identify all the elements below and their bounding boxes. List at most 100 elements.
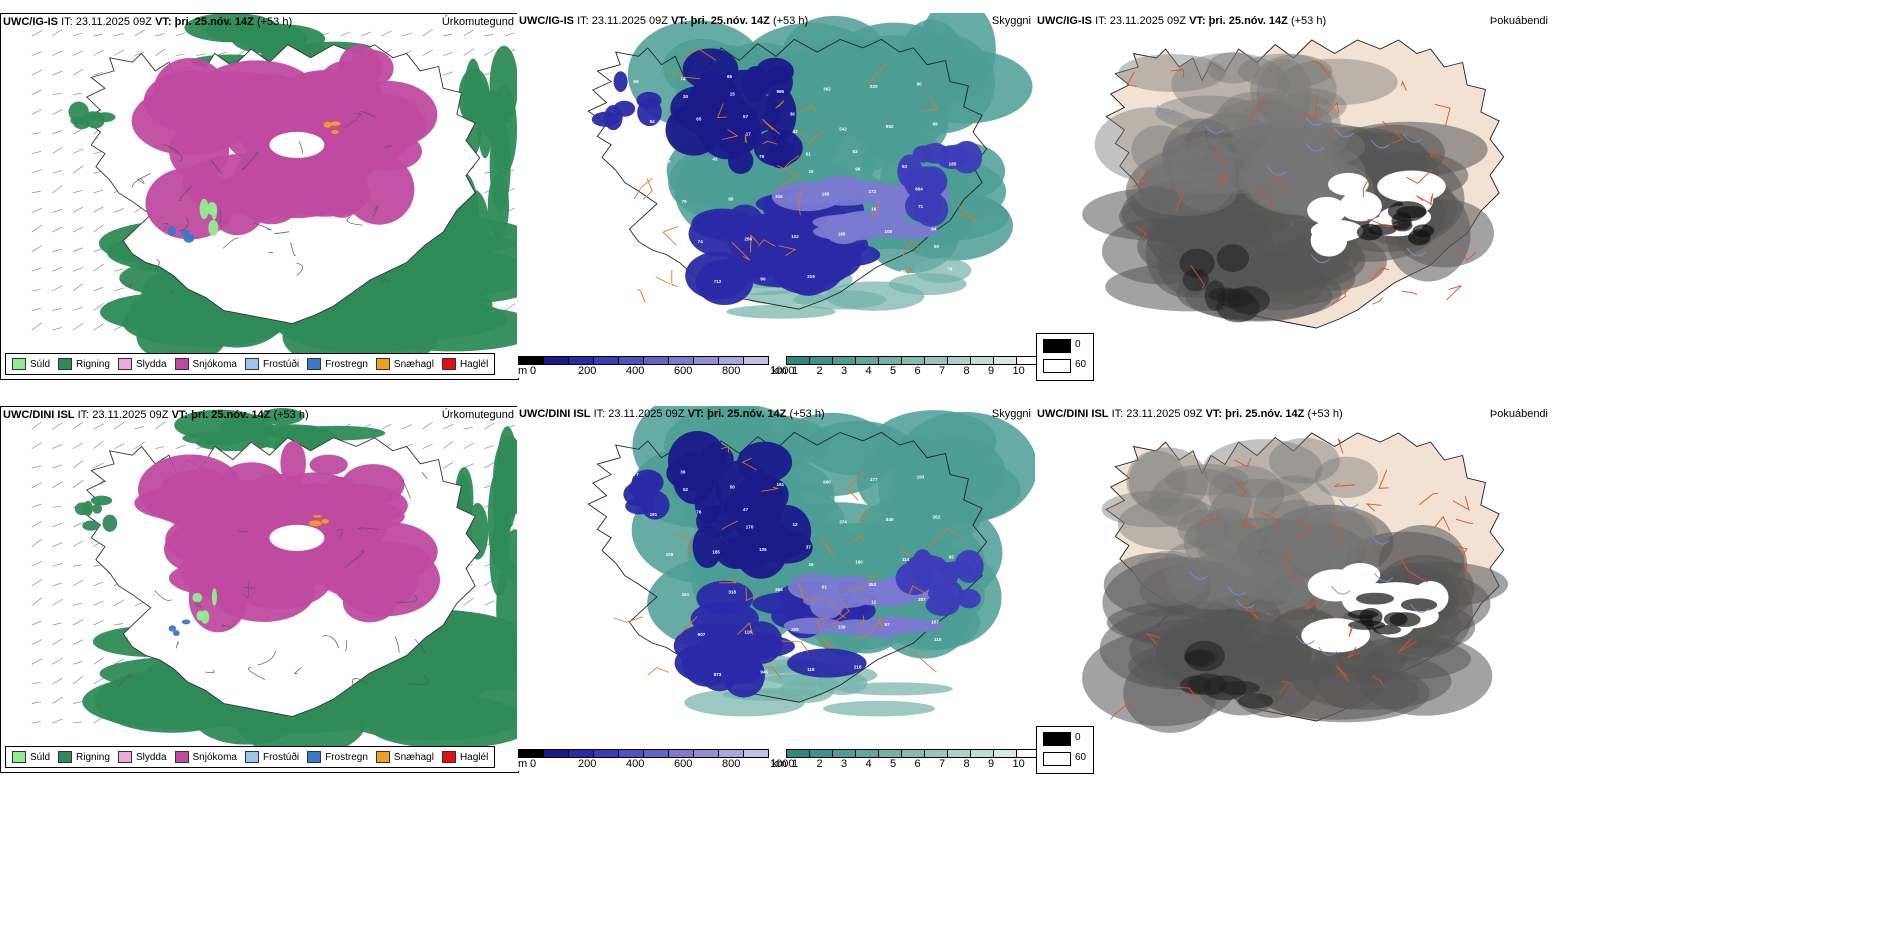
- colorbar-step: [971, 750, 994, 757]
- cloud-base-label: 190: [855, 560, 863, 565]
- cloud-base-label: 77: [634, 472, 640, 477]
- cloud-base-label: 362: [823, 87, 831, 92]
- colorbar-tick: 6: [914, 365, 921, 377]
- colorbars: m 0 200 400 600 800 1000 km 1 2 3 4 5 6 7 8 9 10: [518, 749, 1040, 773]
- cloud-base-label: 84: [650, 119, 656, 124]
- legend-item: Slydda: [117, 751, 167, 763]
- field-name: Skyggni: [991, 15, 1031, 27]
- colorbar-tick: 6: [914, 758, 921, 770]
- cloud-base-label: 76: [947, 267, 953, 272]
- vt-label: VT:: [171, 409, 189, 421]
- fog-map-row0: UWC/IG-IS IT: 23.11.2025 09Z VT: þri. 25…: [1035, 13, 1552, 378]
- map-canvas: [1082, 39, 1505, 329]
- fog-legend-swatch: [1043, 752, 1071, 766]
- cloud-base-label: 82: [664, 264, 670, 269]
- colorbar-tick: 0: [530, 758, 537, 770]
- init-time: 23.11.2025 09Z: [92, 409, 169, 421]
- cloud-base-label: 39: [680, 469, 686, 474]
- it-label: IT:: [577, 15, 589, 27]
- colorbar-tick: 800: [722, 365, 741, 377]
- field-name: Þokuábendi: [1489, 408, 1548, 420]
- lead-time: (+53 h): [772, 15, 809, 27]
- cloud-base-label: 15: [730, 92, 736, 97]
- valid-time: þri. 25.nóv. 14Z: [690, 15, 770, 27]
- cloud-base-label: 172: [869, 189, 877, 194]
- legend-label: Haglél: [459, 751, 489, 763]
- cloud-base-label: 16: [809, 562, 815, 567]
- cloud-base-label: 73: [620, 57, 626, 62]
- fog-legend-swatch: [1043, 359, 1071, 373]
- colorbar-tick: 4: [865, 758, 872, 770]
- cloud-base-label: 110: [934, 637, 942, 642]
- cloud-base-label: 43: [712, 157, 718, 162]
- map-canvas: [1082, 432, 1509, 733]
- cloud-base-label: 945: [760, 670, 768, 675]
- legend-item: Frostregn: [307, 751, 368, 763]
- colorbar-step: [925, 750, 948, 757]
- colorbar-step: [569, 750, 594, 757]
- fog-index-legend: 0 60: [1036, 726, 1094, 774]
- init-time: 23.11.2025 09Z: [608, 408, 685, 420]
- colorbar-step: [744, 357, 768, 364]
- cloud-base-label: 170: [746, 525, 754, 530]
- colorbar-tick: 1000: [770, 365, 795, 377]
- lead-time: (+53 h): [789, 408, 825, 420]
- colorbar-step: [856, 357, 879, 364]
- legend-swatch: [375, 358, 390, 370]
- legend-swatch: [307, 358, 322, 370]
- cloud-base-label: 36: [790, 111, 796, 116]
- map-canvas: 394 52 170 16 12 110 16 50 12 190 287 151 873 161 374 1…: [587, 406, 1035, 717]
- legend-label: Slydda: [135, 751, 167, 763]
- cloud-base-label: 53: [902, 164, 908, 169]
- colorbar-step: [902, 750, 925, 757]
- cloud-base-label: 50: [730, 485, 736, 490]
- panel-header: UWC/DINI ISL IT: 23.11.2025 09Z VT: þri.…: [519, 408, 825, 420]
- cloud-base-label: 37: [806, 544, 812, 549]
- legend-item: Snjókoma: [174, 358, 237, 370]
- legend-item: Slydda: [117, 358, 167, 370]
- cloud-base-label: 107: [931, 620, 939, 625]
- cloud-base-label: 52: [683, 487, 689, 492]
- colorbar-step: [719, 750, 744, 757]
- colorbar-step: [594, 357, 619, 364]
- fog-legend-label: 60: [1075, 752, 1087, 763]
- lead-time: (+53 h): [1307, 408, 1343, 420]
- lead-time: (+53 h): [256, 16, 293, 28]
- field-name: Úrkomutegund: [441, 409, 514, 421]
- cloud-base-label: 165: [838, 232, 846, 237]
- colorbar-tick: 400: [626, 365, 645, 377]
- init-time: 23.11.2025 09Z: [1109, 15, 1186, 27]
- cloud-base-label: 161: [776, 482, 784, 487]
- cloud-base-label: 12: [792, 522, 798, 527]
- it-label: IT:: [593, 408, 606, 420]
- legend-swatch: [117, 358, 132, 370]
- colorbar-tick: 10: [1012, 365, 1025, 377]
- colorbar-step: [948, 357, 971, 364]
- legend-label: Snjókoma: [192, 751, 237, 763]
- model-name: UWC/IG-IS: [519, 15, 574, 27]
- legend-item: Súld: [12, 358, 50, 370]
- cloud-base-label: 108: [635, 202, 643, 207]
- cloud-base-label: 220: [870, 84, 878, 89]
- cloud-base-label: 16: [871, 207, 877, 212]
- cloud-base-label: 61: [806, 151, 812, 156]
- fog-legend-label: 0: [1075, 732, 1081, 743]
- colorbars: m 0 200 400 600 800 1000 km 1 2 3 4 5 6 7 8 9 10: [518, 356, 1040, 380]
- precip-type-legend: Súld Rigning Slydda Snjókoma Frostúði Frostre…: [5, 746, 496, 768]
- cloud-base-label: 295: [791, 627, 799, 632]
- field-name: Skyggni: [991, 408, 1031, 420]
- colorbar-tick: 200: [578, 365, 597, 377]
- model-name: UWC/IG-IS: [3, 16, 58, 28]
- legend-item: Haglél: [441, 751, 489, 763]
- visibility-unit: km: [772, 758, 787, 770]
- valid-time: þri. 25.nóv. 14Z: [707, 408, 787, 420]
- colorbar-tick: 7: [939, 758, 946, 770]
- legend-item: Haglél: [441, 358, 488, 370]
- legend-swatch: [307, 751, 322, 763]
- cloud-base-label: 76: [854, 272, 860, 277]
- colorbar-step: [694, 750, 719, 757]
- cloud-base-label: 65: [696, 117, 702, 122]
- legend-item: Frostúði: [244, 751, 299, 763]
- colorbar-tick: 7: [939, 365, 946, 377]
- cloud-base-label: 116: [744, 630, 752, 635]
